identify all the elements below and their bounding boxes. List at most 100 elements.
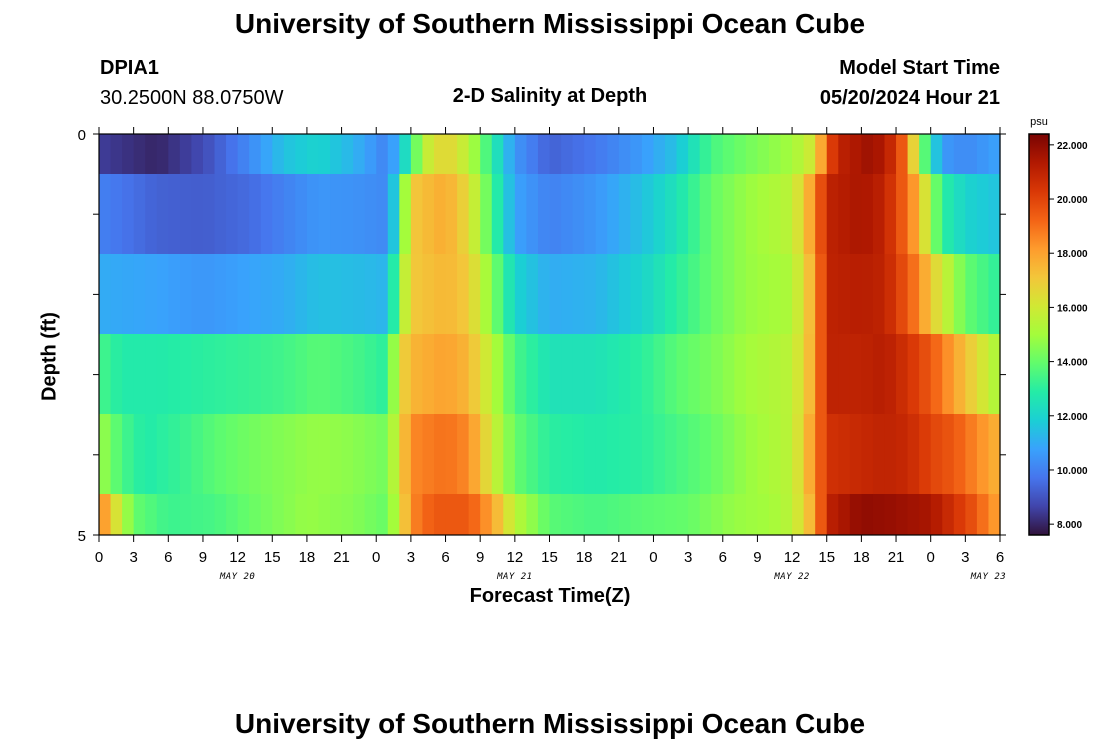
heatmap-cell [237, 494, 250, 535]
heatmap-cell [330, 494, 343, 535]
heatmap-cell [191, 334, 204, 414]
heatmap-cell [306, 254, 320, 334]
heatmap-cell [526, 134, 539, 174]
heatmap-cell [722, 174, 735, 254]
heatmap-cell [306, 174, 320, 254]
heatmap-cell [145, 254, 158, 334]
heatmap-cell [653, 414, 666, 494]
heatmap-cell [260, 494, 273, 535]
x-tick-label: 15 [264, 549, 281, 566]
heatmap-cell [202, 254, 216, 334]
heatmap-cell [202, 414, 216, 494]
heatmap-cell [399, 334, 412, 414]
heatmap-cell [457, 254, 470, 334]
heatmap-cell [734, 334, 747, 414]
heatmap-cell [607, 334, 620, 414]
colorbar-tick-label: 22.000 [1057, 141, 1088, 152]
heatmap-cell [722, 254, 735, 334]
heatmap-cell [792, 494, 805, 535]
heatmap-cell [156, 254, 169, 334]
heatmap-cell [410, 414, 424, 494]
heatmap-cell [688, 254, 701, 334]
x-tick-label: 18 [576, 549, 593, 566]
heatmap-cell [699, 254, 712, 334]
heatmap-cell [745, 334, 759, 414]
heatmap-cell [595, 334, 608, 414]
heatmap-cell [457, 134, 470, 174]
heatmap-cell [260, 334, 273, 414]
heatmap-cell [572, 414, 585, 494]
x-tick-label: 6 [164, 549, 172, 566]
heatmap-cell [353, 494, 366, 535]
heatmap-cell [630, 254, 643, 334]
heatmap-cell [792, 334, 805, 414]
heatmap-cell [607, 494, 620, 535]
heatmap-cell [826, 134, 839, 174]
heatmap-cell [341, 494, 354, 535]
heatmap-cell [249, 174, 262, 254]
heatmap-cell [387, 254, 400, 334]
heatmap-cell [699, 134, 712, 174]
heatmap-cell [422, 254, 435, 334]
heatmap-cell [768, 334, 782, 414]
heatmap-cell [884, 414, 897, 494]
heatmap-cell [283, 414, 296, 494]
heatmap-cell [942, 494, 955, 535]
heatmap-cell [191, 254, 204, 334]
heatmap-cell [561, 254, 574, 334]
heatmap-cell [688, 134, 701, 174]
heatmap-cell [503, 414, 516, 494]
colorbar: 22.000 20.000 18.000 16.000 14.000 12.000 10.0… [1028, 116, 1088, 536]
heatmap-cell [965, 134, 978, 174]
heatmap-cell [260, 414, 273, 494]
x-tick-label: 15 [818, 549, 835, 566]
x-tick-label: 21 [888, 549, 905, 566]
heatmap-cell [491, 494, 504, 535]
heatmap-cell [549, 254, 562, 334]
heatmap-cell [422, 414, 435, 494]
heatmap-cell [457, 174, 470, 254]
heatmap-cell [641, 494, 655, 535]
heatmap-cell [318, 494, 331, 535]
heatmap-cell [919, 174, 932, 254]
heatmap-cell [514, 134, 527, 174]
heatmap-cell [665, 254, 678, 334]
heatmap-cell [861, 334, 874, 414]
heatmap-cell [179, 414, 193, 494]
heatmap-cell [295, 414, 308, 494]
station-coords: 30.2500N 88.0750W [100, 87, 284, 109]
heatmap-cell [514, 494, 527, 535]
heatmap-cell [99, 494, 112, 535]
y-tick-label: 0 [78, 127, 86, 144]
heatmap-cell [930, 414, 943, 494]
heatmap-cell [422, 174, 435, 254]
heatmap-cell [838, 494, 851, 535]
heatmap-cell [780, 134, 793, 174]
colorbar-tick-label: 8.000 [1057, 520, 1082, 531]
heatmap-cell [422, 334, 435, 414]
heatmap-cell [711, 334, 724, 414]
heatmap-cell [283, 254, 296, 334]
x-tick-label: 12 [229, 549, 246, 566]
heatmap-cell [133, 334, 146, 414]
heatmap-cell [688, 174, 701, 254]
heatmap-cell [872, 414, 886, 494]
heatmap-cell [942, 414, 955, 494]
heatmap-cell [364, 414, 377, 494]
heatmap-cell [514, 414, 527, 494]
heatmap-cell [191, 174, 204, 254]
heatmap-cell [768, 254, 782, 334]
colorbar-tick-label: 12.000 [1057, 412, 1088, 423]
heatmap-cell [226, 494, 239, 535]
heatmap-cell [376, 414, 389, 494]
heatmap-cell [353, 174, 366, 254]
heatmap-cell [722, 334, 735, 414]
heatmap-cell [433, 254, 447, 334]
x-tick-label: 0 [649, 549, 657, 566]
heatmap-cell [757, 134, 770, 174]
heatmap-cell [353, 134, 366, 174]
heatmap-cell [768, 174, 782, 254]
heatmap-cell [907, 254, 920, 334]
heatmap-cell [815, 254, 828, 334]
heatmap-cell [156, 414, 169, 494]
